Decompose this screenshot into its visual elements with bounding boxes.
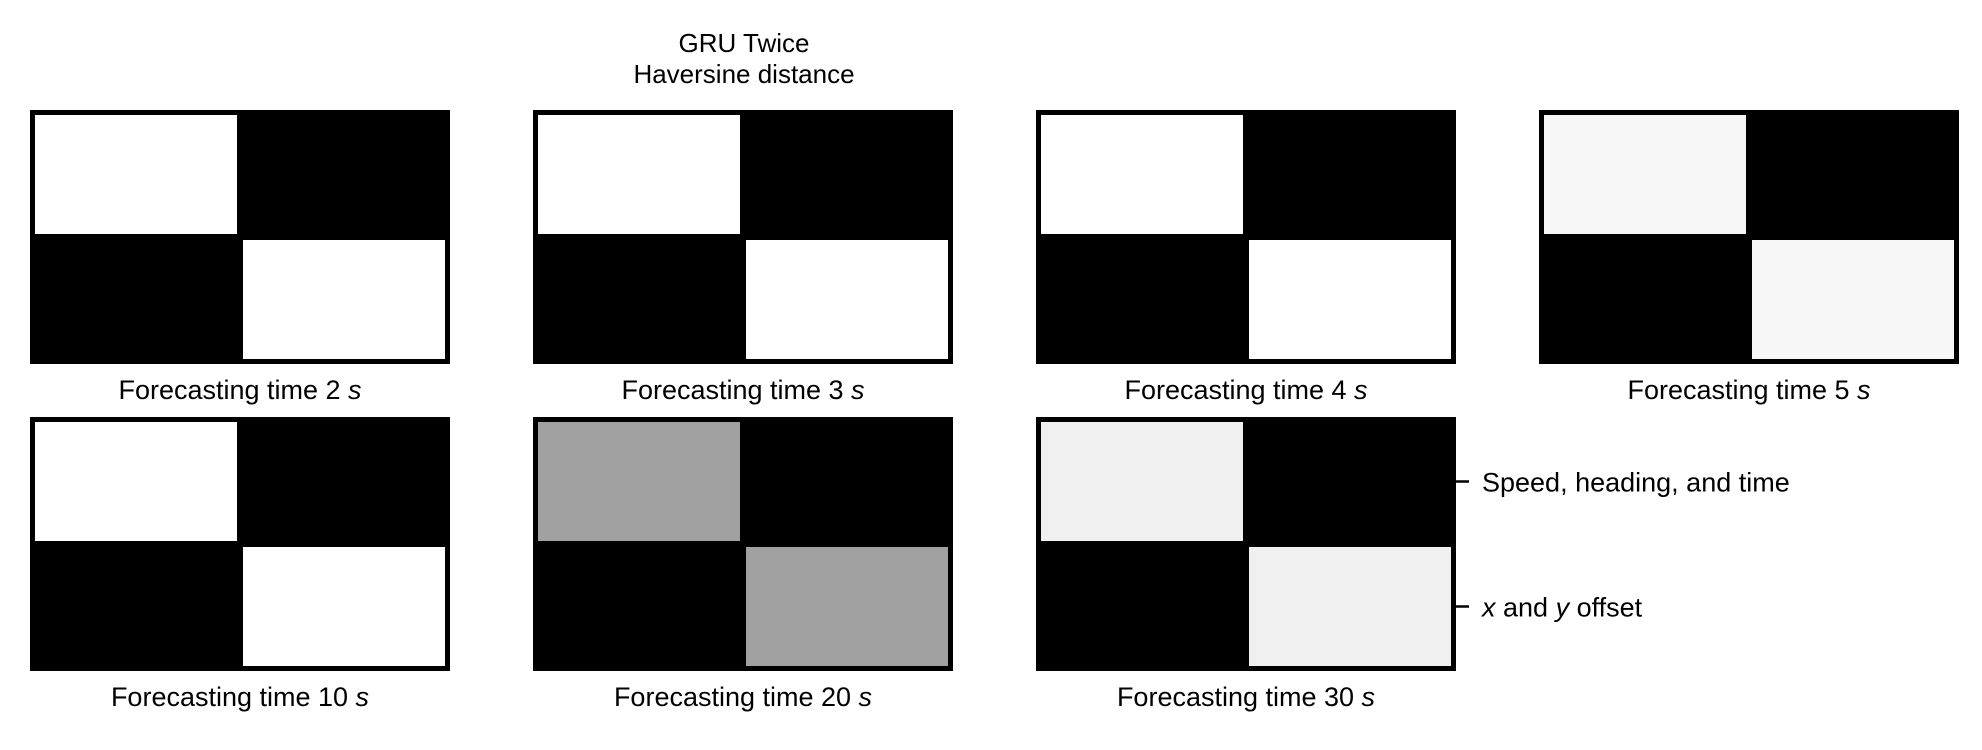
heatmap-cell bbox=[243, 547, 445, 666]
heatmap-panel: Forecasting time 4 s bbox=[1036, 110, 1456, 405]
figure-title: GRU Twice bbox=[679, 28, 810, 58]
heatmap-cell bbox=[243, 240, 445, 359]
heatmap-cell bbox=[538, 547, 740, 666]
heatmap-cell bbox=[1249, 115, 1451, 234]
heatmap-cell bbox=[35, 547, 237, 666]
heatmap-cell bbox=[243, 115, 445, 234]
heatmap-cell bbox=[1752, 240, 1954, 359]
heatmap-cell bbox=[35, 422, 237, 541]
panel-caption: Forecasting time 20 s bbox=[614, 682, 872, 712]
heatmap-cell bbox=[1041, 240, 1243, 359]
heatmap-cell bbox=[538, 115, 740, 234]
heatmap-cell bbox=[1249, 547, 1451, 666]
heatmap-cell bbox=[35, 115, 237, 234]
panel-caption: Forecasting time 30 s bbox=[1117, 682, 1375, 712]
figure-subtitle: Haversine distance bbox=[633, 59, 854, 89]
heatmap-panel: Forecasting time 5 s bbox=[1539, 110, 1959, 405]
heatmap-cell bbox=[243, 422, 445, 541]
heatmap-cell bbox=[538, 240, 740, 359]
heatmap-panel: Forecasting time 10 s bbox=[30, 417, 450, 712]
heatmap-cell bbox=[35, 240, 237, 359]
heatmap-cell bbox=[1249, 240, 1451, 359]
heatmap-cell bbox=[1544, 240, 1746, 359]
row-label: x and y offset bbox=[1480, 593, 1643, 623]
panels-group: Forecasting time 2 s Forecasting time 3 s… bbox=[30, 110, 1959, 712]
heatmap-cell bbox=[1041, 115, 1243, 234]
panel-caption: Forecasting time 5 s bbox=[1627, 375, 1870, 405]
heatmap-panel: Forecasting time 30 s bbox=[1036, 417, 1456, 712]
panel-caption: Forecasting time 4 s bbox=[1124, 375, 1367, 405]
heatmap-cell bbox=[746, 422, 948, 541]
heatmap-cell bbox=[1544, 115, 1746, 234]
heatmap-cell bbox=[746, 240, 948, 359]
heatmap-cell bbox=[746, 115, 948, 234]
heatmap-panel: Forecasting time 3 s bbox=[533, 110, 953, 405]
heatmap-cell bbox=[538, 422, 740, 541]
panel-caption: Forecasting time 3 s bbox=[621, 375, 864, 405]
row-label: Speed, heading, and time bbox=[1482, 468, 1790, 498]
panel-caption: Forecasting time 10 s bbox=[111, 682, 369, 712]
heatmap-cell bbox=[1041, 547, 1243, 666]
heatmap-cell bbox=[1752, 115, 1954, 234]
heatmap-cell bbox=[1249, 422, 1451, 541]
panel-caption: Forecasting time 2 s bbox=[118, 375, 361, 405]
heatmap-cell bbox=[1041, 422, 1243, 541]
row-label-axis: Speed, heading, and time x and y offset bbox=[1456, 468, 1790, 623]
heatmap-panel: Forecasting time 2 s bbox=[30, 110, 450, 405]
heatmap-cell bbox=[746, 547, 948, 666]
heatmap-panel: Forecasting time 20 s bbox=[533, 417, 953, 712]
